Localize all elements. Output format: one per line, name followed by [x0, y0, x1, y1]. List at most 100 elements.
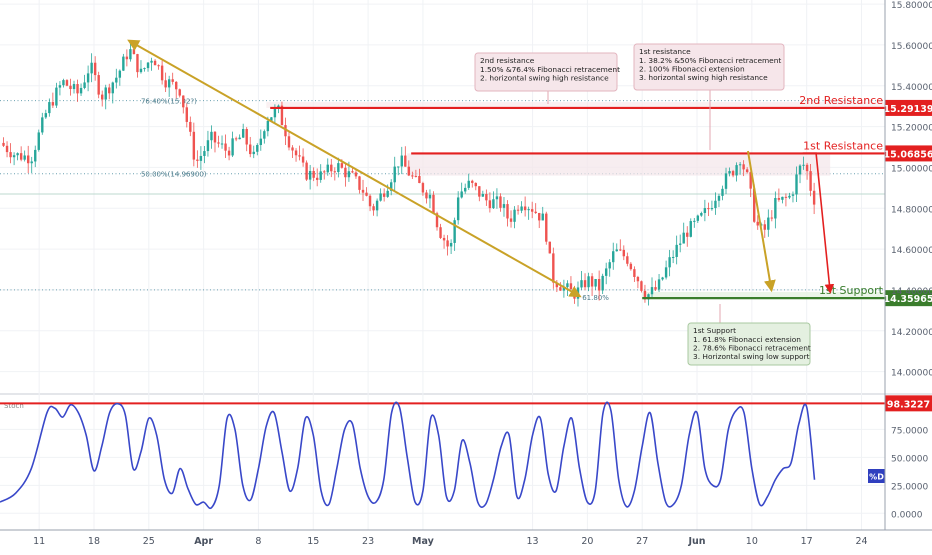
candle-body — [76, 84, 78, 93]
candle-body — [601, 276, 603, 291]
candle-body — [351, 171, 353, 172]
fib-label: 61.80% — [582, 294, 609, 302]
candle-body — [700, 213, 702, 216]
candle-body — [422, 183, 424, 192]
candle-body — [175, 82, 177, 89]
candle-body — [119, 71, 121, 78]
x-tick-label: 11 — [33, 536, 45, 547]
candle-body — [767, 218, 769, 230]
candle-body — [425, 192, 427, 198]
candle-body — [394, 167, 396, 183]
candle-body — [105, 87, 107, 99]
candle-body — [489, 200, 491, 208]
candle-body — [365, 193, 367, 196]
annotation-title: 2nd resistance — [480, 56, 535, 65]
candle-body — [87, 73, 89, 82]
candle-body — [609, 262, 611, 268]
candle-body — [464, 188, 466, 192]
candle-body — [679, 244, 681, 245]
candle-body — [238, 138, 240, 140]
candle-body — [468, 181, 470, 188]
candle-body — [764, 224, 766, 229]
candle-body — [707, 208, 709, 209]
candle-body — [714, 201, 716, 208]
candle-body — [432, 195, 434, 213]
candle-body — [460, 191, 462, 197]
x-tick-label: Apr — [194, 536, 213, 547]
candle-body — [520, 206, 522, 210]
candle-body — [210, 132, 212, 140]
candle-body — [732, 171, 734, 175]
candle-body — [221, 144, 223, 145]
candle-body — [309, 171, 311, 180]
candle-body — [235, 138, 237, 139]
candle-body — [478, 186, 480, 196]
candle-body — [45, 113, 47, 117]
candle-body — [330, 165, 332, 172]
candle-body — [612, 251, 614, 262]
candle-body — [404, 156, 406, 167]
candle-body — [369, 196, 371, 206]
candle-body — [757, 222, 759, 226]
candle-body — [506, 204, 508, 218]
candle-body — [228, 151, 230, 156]
x-tick-label: 24 — [855, 536, 867, 547]
candle-body — [742, 164, 744, 169]
candle-body — [439, 227, 441, 238]
candle-body — [686, 233, 688, 237]
candle-body — [207, 140, 209, 151]
candle-body — [193, 132, 195, 160]
candle-body — [312, 171, 314, 178]
candle-body — [253, 152, 255, 154]
candle-body — [143, 68, 145, 69]
candle-body — [524, 206, 526, 210]
candle-body — [246, 129, 248, 145]
candle-body — [654, 287, 656, 289]
candle-body — [59, 85, 61, 87]
candle-body — [443, 238, 445, 240]
y-tick-label: 15.40000 — [891, 83, 932, 93]
annotation-line: 3. Horizontal swing low support — [693, 352, 810, 361]
candle-body — [482, 194, 484, 197]
candle-body — [256, 145, 258, 152]
candle-body — [704, 208, 706, 213]
candle-body — [792, 195, 794, 196]
candle-body — [809, 171, 811, 191]
candle-body — [566, 283, 568, 287]
x-tick-label: 25 — [143, 536, 155, 547]
candle-body — [492, 199, 494, 208]
stoch-level-label: 98.3227 — [887, 399, 930, 410]
candle-body — [348, 171, 350, 177]
candle-body — [559, 287, 561, 290]
candle-body — [154, 61, 156, 65]
candle-body — [510, 218, 512, 221]
candle-body — [305, 163, 307, 180]
candle-body — [534, 212, 536, 213]
candle-body — [693, 221, 695, 222]
candle-body — [788, 196, 790, 198]
x-tick-label: 20 — [581, 536, 593, 547]
candle-body — [577, 287, 579, 298]
y-tick-label: 15.80000 — [891, 1, 932, 11]
candle-body — [274, 109, 276, 117]
candle-body — [344, 168, 346, 177]
candle-body — [499, 196, 501, 207]
candle-body — [179, 89, 181, 95]
candle-body — [672, 257, 674, 258]
candle-body — [298, 155, 300, 156]
candle-body — [661, 278, 663, 280]
stoch-tick-label: 25.0000 — [891, 482, 928, 492]
candle-body — [605, 268, 607, 275]
stoch-tick-label: 50.0000 — [891, 454, 928, 464]
candle-body — [27, 155, 29, 163]
candle-body — [73, 84, 75, 89]
candle-body — [62, 80, 64, 85]
candle-body — [630, 264, 632, 269]
candle-body — [90, 63, 92, 74]
candle-body — [570, 283, 572, 289]
candle-body — [386, 191, 388, 197]
candle-body — [80, 88, 82, 93]
candle-body — [778, 198, 780, 200]
